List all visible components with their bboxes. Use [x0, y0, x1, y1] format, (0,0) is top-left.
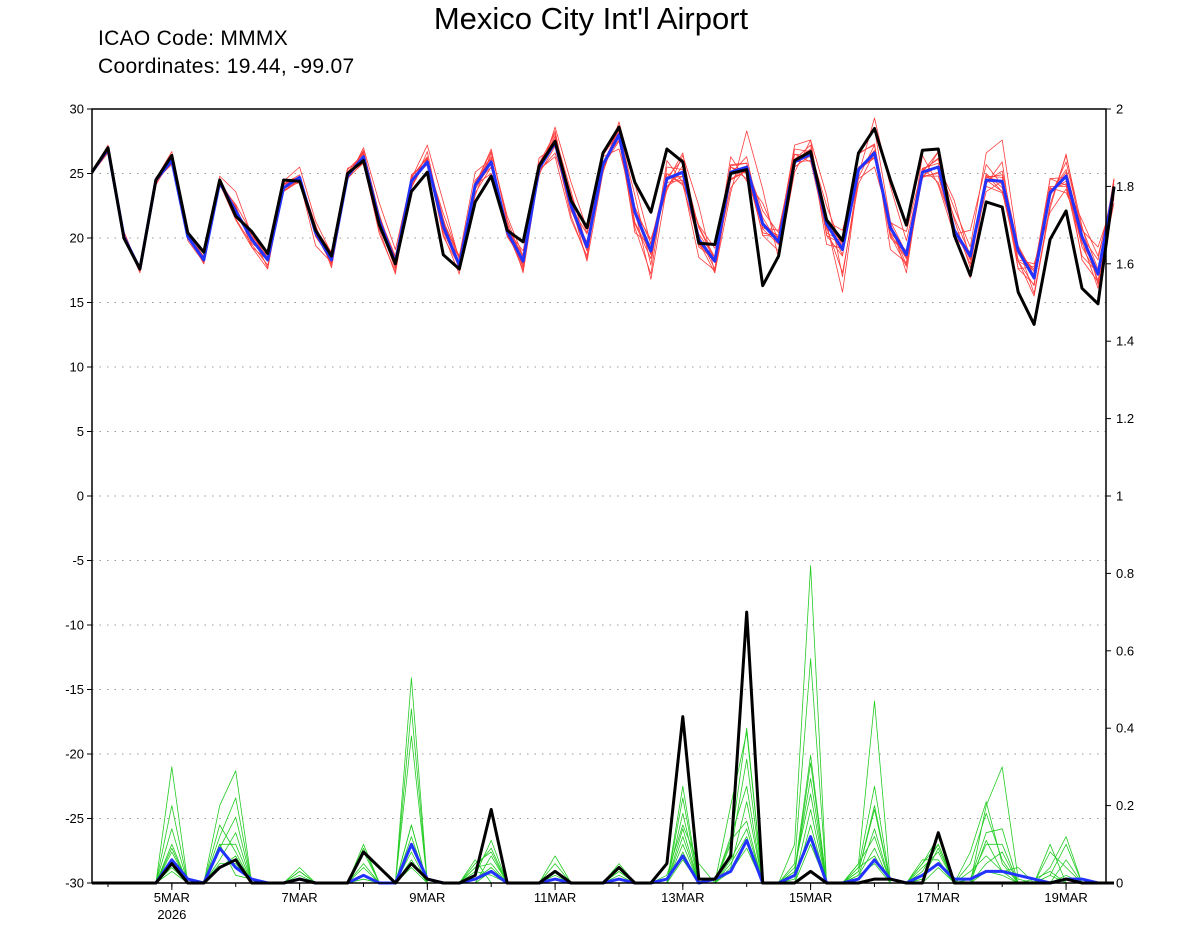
right-axis-tick-label: 0.2 [1116, 798, 1134, 813]
left-axis-tick-label: -15 [65, 682, 84, 697]
left-axis-tick-label: -25 [65, 811, 84, 826]
right-axis-tick-label: 0.4 [1116, 721, 1134, 736]
left-axis-tick-label: 20 [70, 231, 84, 246]
left-axis-tick-label: -20 [65, 747, 84, 762]
right-axis-tick-label: 0 [1116, 876, 1123, 891]
temp-member-series [91, 125, 1115, 283]
coordinates-label: Coordinates: 19.44, -99.07 [98, 55, 355, 78]
axis-labels: 302520151050-5-10-15-20-25-3021.81.61.41… [65, 102, 1134, 923]
right-axis-tick-label: 1.8 [1116, 179, 1134, 194]
axes [87, 108, 1111, 890]
right-axis-tick-label: 1.6 [1116, 256, 1134, 271]
temp-mean-line [90, 133, 1116, 280]
x-axis-tick-label: 19MAR [1044, 890, 1087, 905]
precip-control-line [92, 610, 1114, 885]
x-axis-year-label: 2026 [157, 907, 186, 922]
precip-member-series [92, 735, 1114, 884]
left-axis-tick-label: 10 [70, 360, 84, 375]
x-axis-tick-label: 13MAR [661, 890, 704, 905]
left-axis-tick-label: 0 [77, 489, 84, 504]
x-axis-tick-label: 9MAR [409, 890, 445, 905]
x-axis-tick-label: 17MAR [917, 890, 960, 905]
left-axis-tick-label: 5 [77, 424, 84, 439]
left-axis-tick-label: 30 [70, 102, 84, 117]
right-axis-tick-label: 1.2 [1116, 411, 1134, 426]
x-axis-tick-label: 11MAR [534, 890, 576, 905]
x-axis-tick-label: 15MAR [789, 890, 832, 905]
temp-main-lines [90, 125, 1116, 326]
x-axis-tick-label: 5MAR [154, 890, 190, 905]
gridlines [92, 173, 1106, 819]
precip-main-lines [92, 610, 1114, 885]
temp-member-lines [91, 117, 1115, 297]
left-axis-tick-label: -10 [65, 618, 84, 633]
precip-member-series [92, 762, 1114, 884]
temp-control-line [90, 125, 1116, 326]
right-axis-tick-label: 2 [1116, 102, 1123, 117]
precip-member-lines [92, 565, 1114, 884]
left-axis-tick-label: -30 [65, 876, 84, 891]
left-axis-tick-label: 25 [70, 166, 84, 181]
temp-member-series [91, 117, 1115, 294]
right-axis-tick-label: 0.6 [1116, 643, 1134, 658]
right-axis-tick-label: 0.8 [1116, 566, 1134, 581]
left-axis-tick-label: 15 [70, 295, 84, 310]
right-axis-tick-label: 1 [1116, 489, 1123, 504]
icao-code-label: ICAO Code: MMMX [98, 27, 289, 50]
left-axis-tick-label: -5 [72, 553, 84, 568]
right-axis-tick-label: 1.4 [1116, 334, 1134, 349]
x-axis-tick-label: 7MAR [282, 890, 318, 905]
chart-title: Mexico City Int'l Airport [433, 1, 749, 36]
